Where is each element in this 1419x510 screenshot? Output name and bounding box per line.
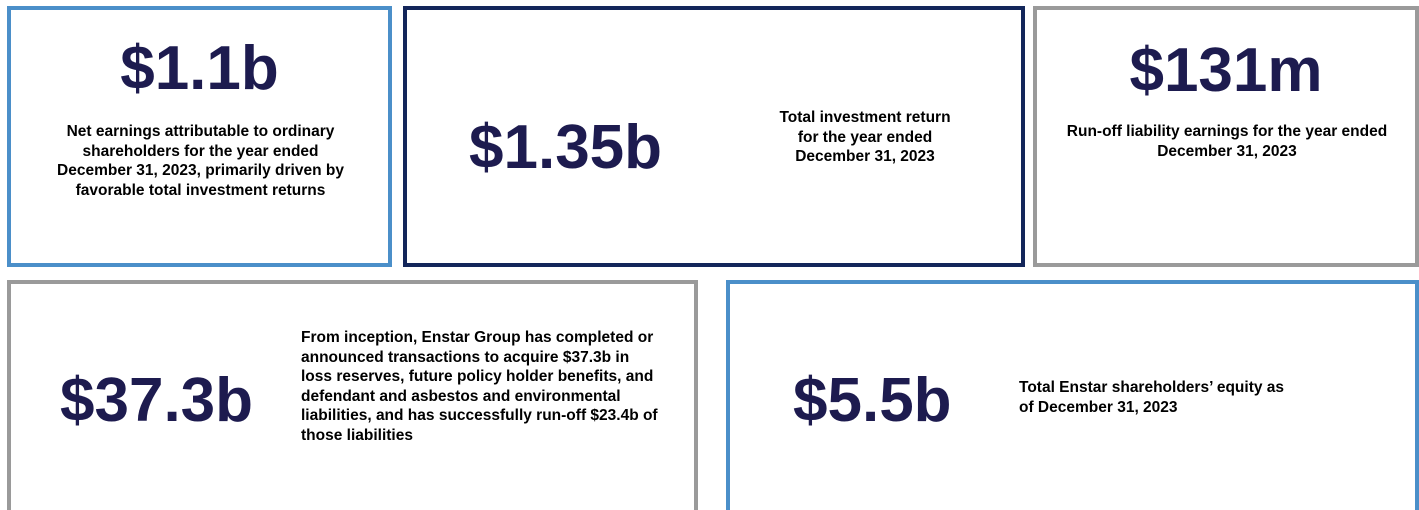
card-value: $5.5b: [793, 366, 952, 435]
card-value: $1.1b: [120, 34, 279, 103]
card-description: From inception, Enstar Group has complet…: [301, 329, 658, 444]
card-description: Run-off liability earnings for the year …: [1066, 123, 1388, 160]
card: $131m Run-off liability earnings for the…: [1033, 6, 1419, 267]
card-value: $37.3b: [60, 366, 254, 435]
card: $37.3b From inception, Enstar Group has …: [7, 280, 698, 510]
card-description: Total investment return for the year end…: [779, 109, 951, 165]
card: $1.1b Net earnings attributable to ordin…: [7, 6, 392, 267]
card-description: Total Enstar shareholders’ equity as of …: [1019, 379, 1285, 416]
card-value: $131m: [1129, 36, 1323, 105]
card-description: Net earnings attributable to ordinary sh…: [57, 123, 344, 199]
card: $5.5b Total Enstar shareholders’ equity …: [726, 280, 1419, 510]
card: $1.35b Total investment return for the y…: [403, 6, 1025, 267]
card-value: $1.35b: [469, 113, 663, 182]
